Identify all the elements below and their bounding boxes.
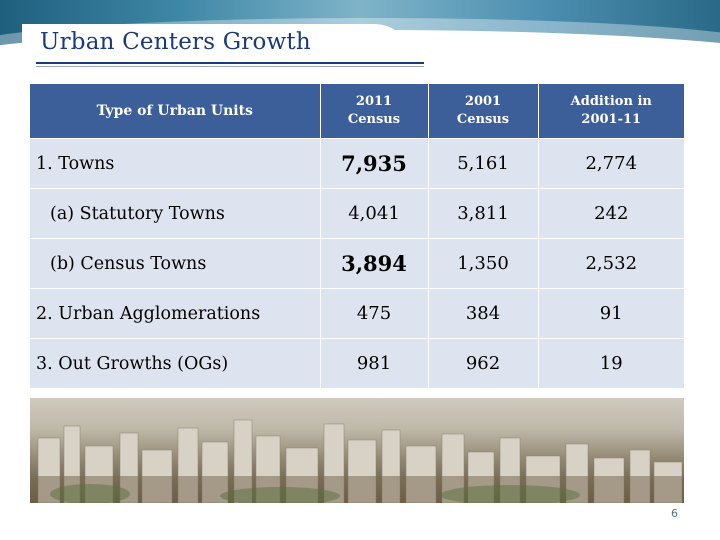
skyline-illustration — [30, 419, 684, 503]
cell-2011: 4,041 — [320, 188, 429, 239]
column-header: Type of Urban Units — [30, 84, 321, 139]
row-label: 2. Urban Agglomerations — [30, 288, 321, 339]
cell-addition: 19 — [538, 338, 684, 388]
column-header: 2011 Census — [320, 84, 429, 139]
table-row: 2. Urban Agglomerations 475 384 91 — [30, 288, 684, 339]
cell-addition: 2,532 — [538, 238, 684, 289]
cell-2001: 5,161 — [428, 138, 539, 189]
cell-2001: 962 — [428, 338, 539, 388]
urban-growth-table: Type of Urban Units 2011 Census 2001 Cen… — [30, 84, 684, 388]
title-underline — [36, 62, 424, 64]
table-row: (a) Statutory Towns 4,041 3,811 242 — [30, 188, 684, 239]
cell-2011: 3,894 — [320, 238, 429, 289]
cell-2001: 3,811 — [428, 188, 539, 239]
row-label: (a) Statutory Towns — [30, 188, 321, 239]
title-tab — [22, 24, 414, 64]
table-row: 1. Towns 7,935 5,161 2,774 — [30, 138, 684, 189]
column-header: 2001 Census — [428, 84, 539, 139]
row-label: (b) Census Towns — [30, 238, 321, 289]
row-label: 3. Out Growths (OGs) — [30, 338, 321, 388]
table-row: 3. Out Growths (OGs) 981 962 19 — [30, 338, 684, 388]
row-label: 1. Towns — [30, 138, 321, 189]
cell-2011: 475 — [320, 288, 429, 339]
page-number: 6 — [671, 507, 678, 520]
title-underline — [36, 66, 424, 67]
city-skyline-photo — [30, 398, 684, 503]
cell-addition: 2,774 — [538, 138, 684, 189]
table-header-row: Type of Urban Units 2011 Census 2001 Cen… — [30, 84, 684, 139]
header-line: 2011 Census — [347, 94, 401, 127]
page-title: Urban Centers Growth — [40, 29, 311, 55]
header-line: 2001 Census — [456, 94, 510, 127]
cell-2011: 981 — [320, 338, 429, 388]
cell-2011: 7,935 — [320, 138, 429, 189]
column-header: Addition in 2001-11 — [538, 84, 684, 139]
cell-addition: 91 — [538, 288, 684, 339]
cell-addition: 242 — [538, 188, 684, 239]
cell-2001: 384 — [428, 288, 539, 339]
header-line: Addition in 2001-11 — [570, 94, 652, 127]
table-row: (b) Census Towns 3,894 1,350 2,532 — [30, 238, 684, 289]
cell-2001: 1,350 — [428, 238, 539, 289]
